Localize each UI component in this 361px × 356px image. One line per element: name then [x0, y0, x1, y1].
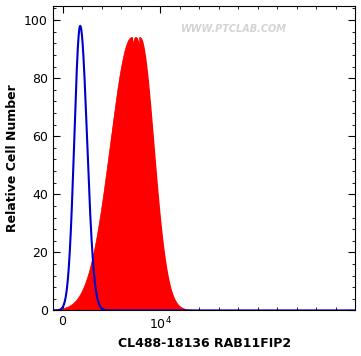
Y-axis label: Relative Cell Number: Relative Cell Number [5, 84, 18, 232]
Text: WWW.PTCLAB.COM: WWW.PTCLAB.COM [182, 24, 287, 34]
X-axis label: CL488-18136 RAB11FIP2: CL488-18136 RAB11FIP2 [118, 337, 291, 350]
